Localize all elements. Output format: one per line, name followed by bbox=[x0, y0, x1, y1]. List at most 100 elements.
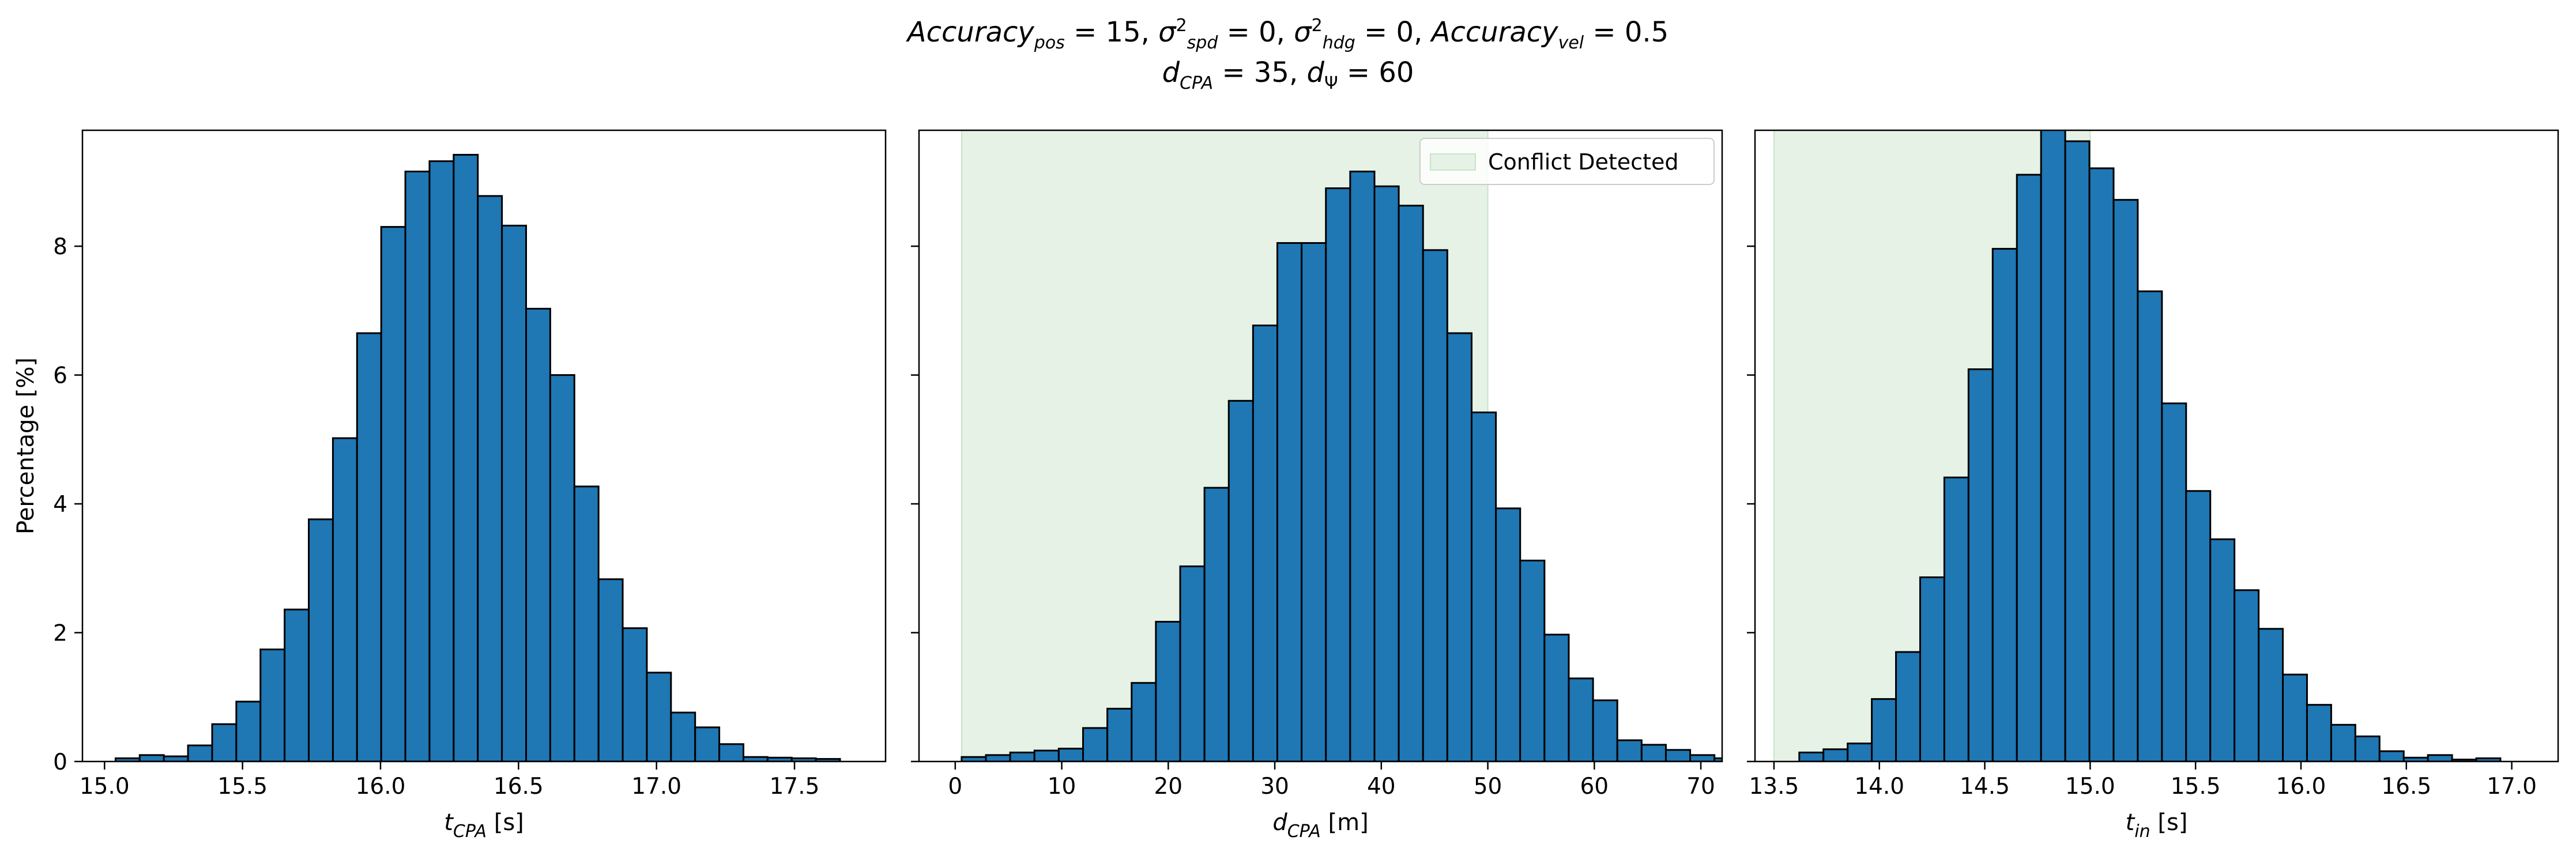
text-segment: hdg bbox=[1323, 33, 1355, 53]
x-tick-label: 20 bbox=[1154, 774, 1182, 800]
histogram-bar bbox=[1131, 682, 1157, 761]
histogram-bar bbox=[2040, 130, 2066, 761]
histogram-bar bbox=[1568, 677, 1594, 761]
histogram-bar bbox=[1592, 699, 1618, 761]
y-tick-label: 4 bbox=[53, 492, 67, 518]
histogram-bar bbox=[2354, 735, 2381, 761]
histogram-bar bbox=[211, 723, 238, 761]
histogram-bar bbox=[1252, 325, 1278, 761]
histogram-bar bbox=[2137, 290, 2163, 761]
x-tick-label: 0 bbox=[948, 774, 962, 800]
histogram-bar bbox=[646, 672, 672, 761]
x-tick-label: 30 bbox=[1260, 774, 1289, 800]
histogram-bar bbox=[2016, 174, 2042, 761]
plot-area bbox=[114, 153, 841, 761]
x-tick-label: 15.5 bbox=[2171, 774, 2221, 800]
histogram-bar bbox=[308, 518, 334, 761]
text-segment: CPA bbox=[453, 821, 487, 842]
y-tick-label: 0 bbox=[53, 749, 67, 775]
histogram-bar bbox=[1664, 749, 1692, 761]
histogram-bar bbox=[1227, 399, 1254, 761]
figure-title-line-2: dCPA = 35, dΨ = 60 bbox=[1162, 56, 1414, 93]
legend-swatch bbox=[1430, 153, 1476, 171]
histogram-bar bbox=[163, 755, 189, 761]
histogram-bar bbox=[815, 758, 841, 761]
text-segment: CPA bbox=[1180, 73, 1213, 93]
histogram-bar bbox=[1422, 249, 1448, 761]
histogram-bar bbox=[1009, 751, 1035, 761]
text-segment: = 0, bbox=[1218, 16, 1294, 48]
histogram-bar bbox=[1543, 634, 1570, 761]
x-tick-label: 16.5 bbox=[2381, 774, 2431, 800]
histogram-bar bbox=[1895, 651, 1921, 761]
histogram-bar bbox=[2258, 628, 2284, 761]
histogram-bar bbox=[1325, 187, 1351, 761]
histogram-bar bbox=[2064, 140, 2091, 761]
histogram-bar bbox=[718, 743, 744, 761]
histogram-bar bbox=[2185, 490, 2212, 761]
histogram-bar bbox=[1057, 748, 1084, 761]
x-tick-label: 10 bbox=[1048, 774, 1076, 800]
histogram-bar bbox=[1822, 748, 1849, 761]
text-segment: [m] bbox=[1321, 809, 1369, 836]
histogram-bar bbox=[597, 578, 624, 761]
x-tick-label: 13.5 bbox=[1749, 774, 1799, 800]
text-segment: = 60 bbox=[1338, 56, 1414, 89]
histogram-bar bbox=[2234, 589, 2260, 761]
histogram-bar bbox=[2088, 167, 2115, 761]
histogram-bar bbox=[1967, 368, 1994, 761]
text-segment: Accuracy bbox=[1430, 16, 1559, 48]
histogram-bar bbox=[284, 608, 310, 761]
histogram-bar bbox=[1689, 754, 1716, 761]
histogram-bar bbox=[138, 754, 165, 761]
plot-area bbox=[1773, 130, 2502, 761]
x-tick-label: 40 bbox=[1367, 774, 1396, 800]
histogram-bar bbox=[1203, 487, 1230, 761]
x-axis-label: tin [s] bbox=[2126, 809, 2188, 842]
histogram-bar bbox=[2209, 538, 2236, 761]
histogram-bar bbox=[2306, 704, 2332, 761]
x-tick-label: 16.0 bbox=[356, 774, 406, 800]
text-segment: 2 bbox=[1176, 16, 1187, 36]
histogram-bar bbox=[1106, 707, 1133, 761]
x-axis-label: dCPA [m] bbox=[1272, 809, 1368, 842]
histogram-bar bbox=[235, 700, 262, 761]
text-segment: σ bbox=[1158, 16, 1177, 48]
x-tick-label: 14.5 bbox=[1960, 774, 2010, 800]
x-tick-label: 60 bbox=[1580, 774, 1609, 800]
histogram-bar bbox=[1398, 205, 1424, 761]
text-segment: spd bbox=[1187, 33, 1219, 53]
histogram-bar bbox=[2378, 750, 2405, 761]
text-segment: CPA bbox=[1287, 821, 1321, 842]
histogram-bar bbox=[1640, 744, 1667, 761]
histogram-bar bbox=[670, 711, 696, 761]
text-segment: vel bbox=[1558, 33, 1584, 53]
text-segment: = 0.5 bbox=[1584, 16, 1669, 48]
histogram-bar bbox=[1495, 507, 1522, 761]
text-segment: t bbox=[444, 809, 454, 836]
histogram-bar bbox=[2161, 402, 2187, 761]
axes-frame bbox=[81, 129, 887, 763]
histogram-bar bbox=[356, 332, 382, 761]
x-tick-label: 15.5 bbox=[217, 774, 268, 800]
histogram-bar bbox=[1519, 559, 1546, 761]
text-segment: in bbox=[2134, 821, 2150, 842]
histogram-bar bbox=[428, 160, 455, 761]
x-tick-label: 17.0 bbox=[2487, 774, 2537, 800]
subplot-3: 13.5 14.0 14.5 15.0 15.5 16.0 16.5 17.0 tin [s] bbox=[1747, 129, 2559, 842]
histogram-bar bbox=[1847, 742, 1873, 761]
text-segment: [s] bbox=[2151, 809, 2188, 836]
figure-title-line-1: Accuracypos = 15, σ2spd = 0, σ2hdg = 0, … bbox=[906, 16, 1669, 53]
histogram-bar bbox=[525, 308, 551, 761]
legend: Conflict Detected bbox=[1419, 138, 1715, 185]
histogram-bar bbox=[622, 627, 648, 761]
subplot-2: 0 10 20 30 40 50 60 70 dCPA [m] Conflict Detected bbox=[911, 129, 1723, 842]
x-tick-label: 17.5 bbox=[770, 774, 820, 800]
text-segment: t bbox=[2126, 809, 2136, 836]
histogram-bar bbox=[187, 744, 213, 761]
histogram-bar bbox=[453, 153, 479, 761]
text-segment: = 0, bbox=[1355, 16, 1432, 48]
histogram-bar bbox=[694, 726, 721, 761]
histogram-bar bbox=[259, 649, 286, 761]
